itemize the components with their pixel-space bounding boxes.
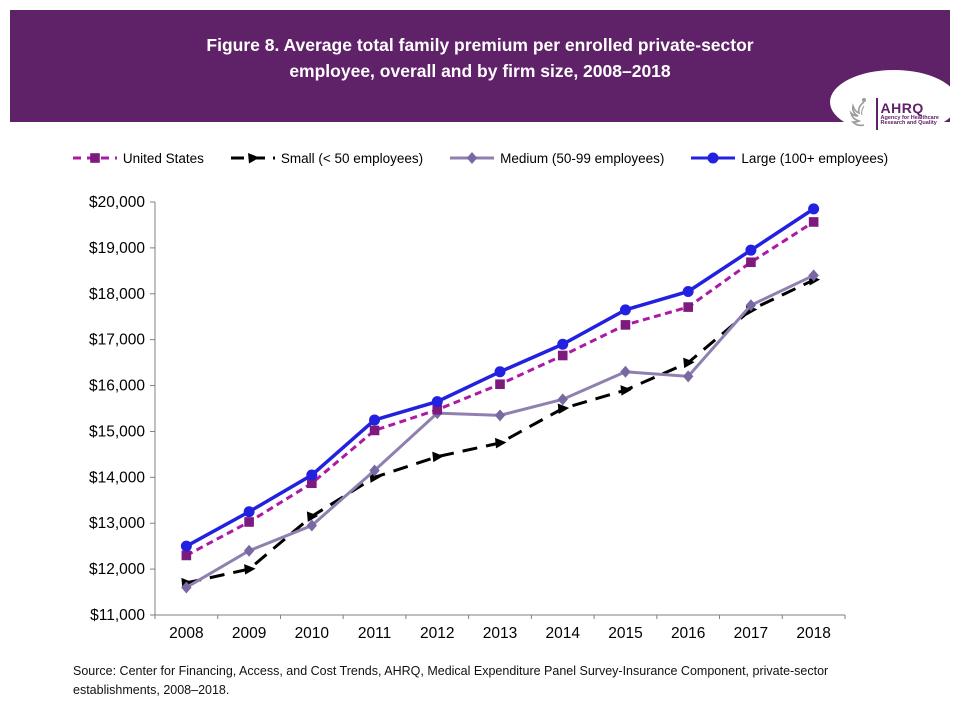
x-axis-tick-label: 2009: [232, 625, 266, 642]
marker-small-50-employees: [557, 403, 570, 414]
y-axis-tick-label: $11,000: [90, 607, 145, 624]
legend-label: Medium (50-99 employees): [500, 150, 665, 166]
legend-item-united-states: United States: [72, 151, 204, 166]
marker-united-states: [181, 550, 192, 561]
y-axis-tick-label: $17,000: [89, 332, 145, 349]
marker-medium-50-99-employees: [557, 393, 568, 406]
marker-large-100-employees: [619, 304, 631, 316]
marker-united-states: [683, 302, 693, 312]
x-axis-tick-label: 2014: [545, 625, 580, 642]
header-band: Figure 8. Average total family premium p…: [10, 10, 950, 122]
ahrq-acronym: AHRQ: [880, 99, 924, 116]
marker-small-50-employees: [306, 511, 319, 522]
marker-united-states: [620, 320, 631, 330]
marker-medium-50-99-employees: [369, 464, 380, 477]
marker-large-100-employees: [369, 414, 381, 426]
series-line-large-100-employees: [185, 207, 815, 548]
ahrq-tagline-line2: Research and Quality: [880, 120, 937, 127]
legend-marker-united-states-icon: [72, 153, 117, 163]
marker-small-50-employees: [495, 437, 507, 449]
marker-medium-50-99-employees: [306, 519, 318, 532]
source-note: Source: Center for Financing, Access, an…: [73, 662, 925, 700]
marker-medium-50-99-employees: [243, 544, 255, 557]
y-axis-tick-label: $15,000: [89, 423, 145, 440]
x-axis-tick-label: 2012: [420, 625, 454, 642]
ahrq-tagline-line1: Agency for Healthcare: [880, 114, 939, 121]
y-axis-tick-label: $16,000: [89, 378, 145, 395]
legend-label: Small (< 50 employees): [280, 150, 424, 166]
x-axis-tick-label: 2018: [796, 625, 830, 642]
marker-united-states: [369, 425, 380, 436]
marker-united-states: [557, 350, 568, 361]
x-axis-tick-label: 2015: [608, 625, 642, 642]
legend-label: United States: [122, 150, 204, 166]
marker-medium-50-99-employees: [808, 269, 819, 282]
marker-small-50-employees: [683, 357, 695, 369]
x-axis-tick-label: 2010: [295, 625, 330, 642]
x-axis-tick-label: 2017: [734, 625, 768, 642]
y-axis-tick-label: $12,000: [89, 561, 145, 578]
x-axis-tick-label: 2016: [671, 625, 705, 642]
marker-medium-50-99-employees: [181, 581, 192, 594]
marker-united-states: [307, 478, 317, 489]
x-axis-tick-label: 2008: [169, 625, 203, 642]
marker-medium-50-99-employees: [745, 299, 757, 312]
page-title-line2: employee, overall and by firm size, 2008…: [289, 61, 671, 81]
logo-divider: [876, 98, 878, 130]
marker-large-100-employees: [557, 338, 569, 350]
marker-medium-50-99-employees: [620, 365, 631, 378]
marker-large-100-employees: [808, 203, 820, 215]
legend-item-large-100-employees: Large (100+ employees): [690, 151, 888, 166]
marker-large-100-employees: [243, 506, 255, 518]
y-axis-tick-label: $20,000: [89, 194, 145, 211]
marker-united-states: [432, 404, 443, 415]
marker-medium-50-99-employees: [682, 370, 694, 383]
marker-small-50-employees: [244, 564, 256, 575]
y-axis-tick-label: $19,000: [89, 240, 145, 257]
chart-legend: United States Small (< 50 employees) Mediu…: [0, 147, 960, 169]
marker-large-100-employees: [431, 396, 443, 408]
y-axis-tick-label: $14,000: [89, 469, 145, 486]
hhs-eagle-icon: [849, 98, 867, 127]
series-line-medium-50-99-employees: [185, 274, 815, 589]
page-title-line1: Figure 8. Average total family premium p…: [206, 35, 754, 55]
ahrq-logo: AHRQ Agency for Healthcare Research and …: [830, 70, 958, 134]
marker-united-states: [808, 217, 819, 227]
premium-trend-chart: $20,000 $19,000 $18,000 $17,000 $16,000 $15,0…: [89, 194, 846, 642]
marker-small-50-employees: [432, 451, 444, 463]
legend-item-medium-50-99-employees: Medium (50-99 employees): [449, 151, 664, 166]
legend-marker-shape: [247, 153, 260, 164]
marker-large-100-employees: [682, 285, 694, 297]
x-axis-tick-label: 2011: [358, 625, 391, 642]
page-title: Figure 8. Average total family premium p…: [10, 32, 950, 84]
y-axis-tick-label: $13,000: [89, 515, 145, 532]
legend-marker-shape: [90, 153, 100, 163]
marker-small-50-employees: [369, 472, 382, 483]
legend-marker-shape: [707, 152, 719, 164]
legend-item-small-50-employees: Small (< 50 employees): [230, 151, 423, 166]
y-axis-tick-label: $18,000: [89, 286, 145, 303]
source-note-line1: Source: Center for Financing, Access, an…: [73, 664, 829, 678]
marker-united-states: [244, 517, 254, 527]
marker-medium-50-99-employees: [494, 409, 506, 422]
marker-large-100-employees: [306, 469, 318, 481]
marker-united-states: [746, 257, 756, 268]
legend-marker-medium-50-99-employees-icon: [450, 152, 495, 164]
x-axis-tick-label: 2013: [483, 625, 517, 642]
marker-large-100-employees: [180, 540, 192, 552]
legend-marker-shape: [466, 152, 478, 164]
marker-large-100-employees: [745, 244, 757, 256]
legend-marker-small-50-employees-icon: [230, 153, 275, 164]
source-note-line2: establishments, 2008–2018.: [73, 682, 230, 697]
marker-small-50-employees: [620, 385, 632, 396]
legend-marker-large-100-employees-icon: [691, 152, 736, 164]
marker-united-states: [495, 379, 505, 390]
marker-large-100-employees: [494, 366, 506, 378]
legend-label: Large (100+ employees): [741, 150, 889, 166]
